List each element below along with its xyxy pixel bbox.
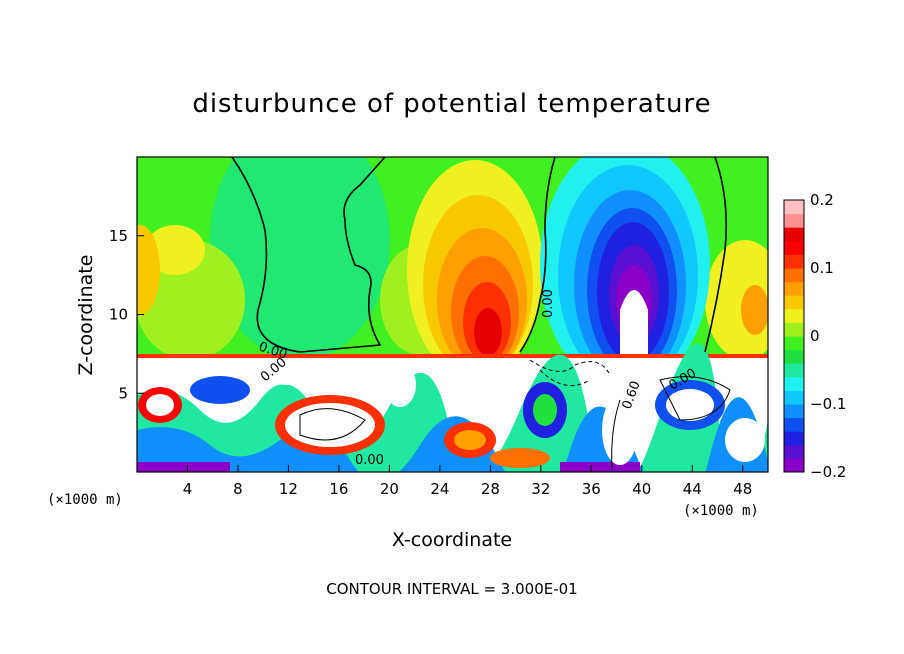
x-unit-left: (×1000 m) <box>47 492 123 508</box>
colorbar-tick-label: −0.1 <box>810 395 846 413</box>
warm-anomaly <box>474 308 502 356</box>
x-unit-right: (×1000 m) <box>683 503 759 519</box>
contour-interval: CONTOUR INTERVAL = 3.000E-01 <box>326 580 577 598</box>
colorbar-swatch <box>784 322 804 337</box>
colorbar-swatch <box>784 240 804 255</box>
colorbar-swatch <box>784 336 804 351</box>
eddy <box>384 363 416 407</box>
y-axis: 5 10 15 <box>109 227 144 402</box>
y-axis-label: Z-coordinate <box>75 255 97 376</box>
x-tick-label: 36 <box>582 480 601 498</box>
eddy <box>260 365 320 385</box>
colorbar-swatch <box>784 254 804 269</box>
eddy <box>454 430 486 450</box>
colorbar-tick-label: −0.2 <box>810 463 846 481</box>
x-tick-label: 40 <box>632 480 651 498</box>
x-axis: 4 8 12 16 20 24 28 32 36 40 44 48 <box>183 465 752 498</box>
contour <box>299 408 366 441</box>
colorbar-swatch <box>784 376 804 391</box>
eddy <box>490 448 550 468</box>
colorbar-swatch <box>784 200 804 215</box>
y-tick-label: 10 <box>109 306 128 324</box>
zero-contour <box>231 157 386 353</box>
colorbar-swatch <box>784 213 804 228</box>
zero-contour <box>611 399 621 471</box>
over-range-core <box>620 290 648 360</box>
x-tick-label: 20 <box>380 480 399 498</box>
x-tick-label: 44 <box>683 480 702 498</box>
eddy <box>285 403 375 447</box>
plot-area: 0.00 0.00 0.00 0.00 0.60 0.00 <box>137 157 768 472</box>
field-region <box>137 225 160 315</box>
colorbar-swatch <box>784 417 804 432</box>
colorbar-swatch <box>784 390 804 405</box>
colorbar-swatch <box>784 363 804 378</box>
upper-field <box>137 157 768 390</box>
lower-turbulent-layer <box>137 343 768 472</box>
x-tick-label: 32 <box>531 480 550 498</box>
colorbar-tick-label: 0.2 <box>810 191 834 209</box>
colorbar-swatch <box>784 308 804 323</box>
colorbar: 0.2 0.1 0 −0.1 −0.2 <box>783 191 846 481</box>
y-tick-label: 5 <box>118 384 128 402</box>
x-tick-label: 28 <box>481 480 500 498</box>
eddy <box>533 394 557 426</box>
colorbar-swatch <box>784 444 804 459</box>
field-region <box>741 285 768 335</box>
turbulent-band <box>137 462 230 472</box>
zero-contour <box>704 157 727 353</box>
layer-inversion <box>137 354 768 358</box>
x-tick-label: 4 <box>183 480 193 498</box>
dashed-contour <box>529 359 611 376</box>
zero-contour <box>519 157 556 353</box>
contour-lines <box>231 157 731 471</box>
colorbar-swatch <box>784 281 804 296</box>
colorbar-swatch <box>784 404 804 419</box>
x-tick-label: 8 <box>233 480 243 498</box>
field-region <box>145 225 205 275</box>
x-tick-label: 12 <box>279 480 298 498</box>
colorbar-frame <box>783 199 805 473</box>
colorbar-swatch <box>784 349 804 364</box>
x-tick-label: 24 <box>430 480 449 498</box>
contour-label: 0.00 <box>355 453 384 468</box>
eddy <box>725 418 765 462</box>
dashed-contour <box>539 369 591 387</box>
colorbar-swatch <box>784 227 804 242</box>
x-axis-label: X-coordinate <box>392 529 512 551</box>
colorbar-swatch <box>784 268 804 283</box>
colorbar-swatch <box>784 458 804 473</box>
chart-title: disturbunce of potential temperature <box>192 89 711 119</box>
colorbar-tick-label: 0.1 <box>810 259 834 277</box>
contour <box>659 376 731 421</box>
colorbar-tick-label: 0 <box>810 327 820 345</box>
eddy <box>190 376 250 404</box>
turbulent-band <box>560 462 640 472</box>
y-tick-label: 15 <box>109 227 128 245</box>
eddy <box>666 389 714 421</box>
eddy <box>602 395 638 465</box>
colorbar-swatch <box>784 431 804 446</box>
x-tick-label: 48 <box>733 480 752 498</box>
colorbar-swatch <box>784 295 804 310</box>
contour-label: 0.00 <box>541 289 556 318</box>
x-tick-label: 16 <box>329 480 348 498</box>
eddy <box>146 394 174 416</box>
